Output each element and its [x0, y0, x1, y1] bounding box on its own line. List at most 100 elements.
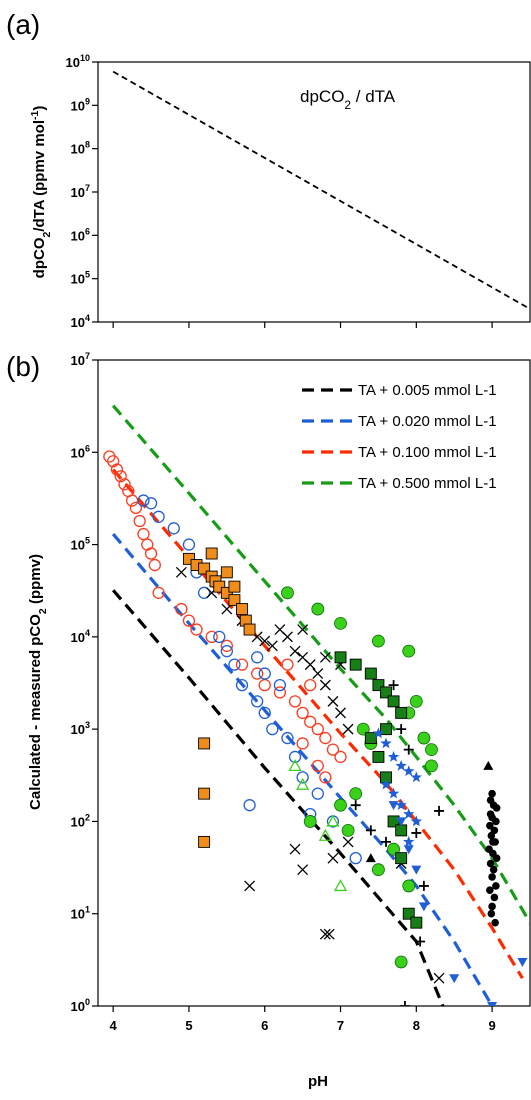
panel-b-y-tick-label: 105	[71, 536, 90, 553]
data-point	[228, 580, 241, 593]
data-point	[334, 750, 347, 764]
data-point	[492, 882, 500, 890]
data-point	[296, 777, 310, 790]
data-point	[273, 686, 287, 699]
data-point	[409, 694, 423, 708]
data-point	[296, 737, 309, 750]
data-point	[334, 651, 347, 664]
data-point	[182, 538, 196, 551]
data-point	[198, 835, 211, 848]
legend-item-4: TA + 0.500 mmol L-1	[302, 475, 497, 492]
data-point	[198, 737, 211, 750]
data-point	[486, 859, 495, 868]
data-point	[311, 759, 324, 773]
data-point	[396, 817, 407, 827]
data-point	[489, 865, 498, 874]
data-point	[488, 873, 496, 881]
data-point	[251, 695, 264, 708]
data-point	[403, 808, 415, 819]
panel-b-x-axis-label: pH	[308, 1073, 328, 1090]
data-point	[394, 955, 408, 969]
panel-b-line-2	[111, 533, 494, 1006]
data-point	[137, 527, 150, 541]
scatter-group-circle-filled	[485, 789, 501, 927]
data-point	[491, 918, 499, 927]
legend-item-2: TA + 0.020 mmol L-1	[302, 413, 497, 430]
panel-b-y-tick-label: 104	[71, 628, 90, 645]
panel-b-y-tick-label: 102	[71, 812, 90, 829]
data-point	[365, 853, 376, 863]
data-point	[517, 957, 528, 967]
scatter-group-x	[175, 559, 445, 984]
panel-b-plot-area	[97, 359, 531, 1007]
panel-b-x-tick-label: 4	[110, 1018, 118, 1033]
data-point	[403, 835, 415, 847]
panel-b-legend: TA + 0.005 mmol L-1 TA + 0.020 mmol L-1 TA…	[302, 382, 497, 492]
data-point	[182, 614, 196, 627]
data-point	[434, 805, 445, 816]
panel-a-series	[112, 70, 531, 310]
panel-b-line-4	[111, 404, 530, 924]
data-point	[449, 974, 460, 984]
panel-a-y-tick-label: 108	[71, 140, 90, 157]
data-point	[197, 586, 211, 599]
data-point	[148, 558, 161, 572]
data-point	[489, 838, 497, 846]
data-point	[220, 566, 233, 579]
data-point	[311, 787, 324, 800]
data-point	[349, 852, 362, 865]
data-point	[387, 695, 400, 708]
data-point	[403, 765, 415, 777]
data-point	[395, 799, 407, 811]
data-point	[311, 602, 325, 616]
data-point	[235, 658, 249, 671]
data-point	[410, 815, 423, 827]
data-point	[251, 667, 264, 680]
scatter-group-star-filled	[372, 727, 423, 847]
panel-a-dpco2-dta-line	[112, 70, 531, 310]
data-point	[110, 463, 124, 476]
data-point	[402, 879, 416, 893]
legend-label: TA + 0.500 mmol L-1	[358, 475, 497, 492]
data-point	[319, 651, 331, 663]
panel-b-y-tick-label: 100	[71, 997, 90, 1014]
data-point	[342, 836, 354, 848]
panel-b-axes: 100 101 102 103 104 105 106 107 4 5 6 7 8 9	[71, 351, 496, 1033]
data-point	[152, 510, 165, 523]
panel-b-x-tick-label: 7	[337, 1018, 344, 1033]
data-point	[243, 623, 256, 636]
data-point	[492, 854, 501, 862]
data-point	[198, 562, 211, 575]
data-point	[311, 722, 324, 736]
data-point	[364, 667, 377, 680]
data-point	[244, 880, 256, 892]
data-point	[395, 706, 408, 719]
data-point	[372, 863, 385, 877]
data-point	[388, 680, 399, 691]
panel-a-y-axis-label: dpCO2/dTA (ppmv mol-1)	[29, 106, 53, 279]
legend-label: TA + 0.020 mmol L-1	[358, 413, 497, 430]
scatter-group-square-filled	[182, 547, 256, 848]
panel-a-axes: 104 105 106 107 108 109 1010	[66, 53, 493, 330]
scatter-group-triangle-filled	[365, 760, 494, 863]
data-point	[288, 759, 302, 772]
data-point	[175, 566, 187, 578]
data-point	[296, 706, 309, 720]
data-point	[365, 825, 376, 836]
panel-a-y-tick-label: 104	[71, 313, 90, 330]
data-point	[258, 706, 271, 720]
data-point	[319, 928, 331, 940]
data-point	[281, 586, 294, 600]
data-point	[319, 731, 332, 745]
data-point	[213, 580, 226, 593]
data-point	[319, 771, 332, 784]
data-point	[387, 750, 400, 762]
data-point	[304, 659, 316, 671]
data-point	[487, 1002, 498, 1006]
data-point	[334, 798, 347, 812]
data-point	[380, 723, 392, 736]
panel-b-x-tick-label: 5	[185, 1018, 192, 1033]
panel-b-y-axis-label: Calculated - measured pCO2 (ppmv)	[27, 554, 49, 810]
panel-a-y-tick-label: 1010	[66, 53, 90, 70]
data-point	[220, 586, 233, 599]
